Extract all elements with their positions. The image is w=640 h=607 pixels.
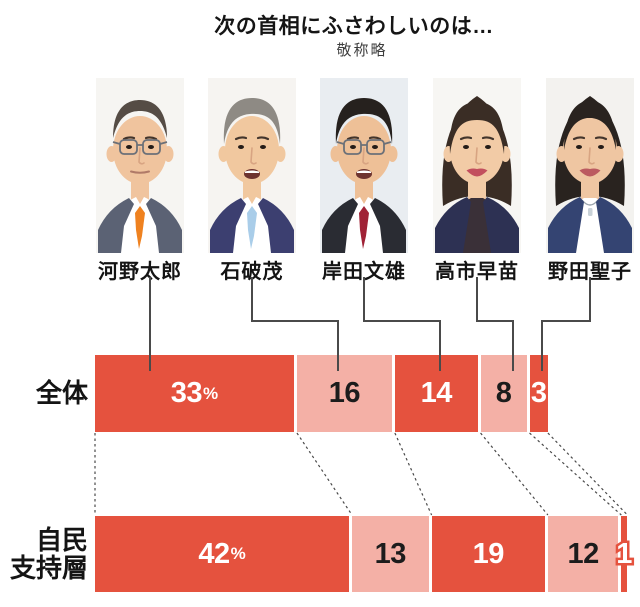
candidate-photo-3 (320, 78, 408, 253)
candidate-photo-5 (546, 78, 634, 253)
segment-value: 8 (495, 377, 512, 409)
flow-guide-dashed-2 (296, 432, 353, 516)
flow-guide-dashed-3 (394, 432, 433, 516)
flow-guide-dashed-5 (529, 432, 622, 516)
bar-segment-自民支持層-3: 19 (431, 516, 545, 592)
bar-segment-自民支持層-4: 12 (547, 516, 619, 592)
row-label-line: 支持層 (9, 553, 88, 583)
row-label-jimin: 自民 支持層 (0, 526, 88, 582)
segment-value: 14 (420, 377, 453, 409)
candidate-name-5: 野田聖子 (548, 261, 632, 283)
bar-segment-全体-2: 16 (296, 355, 392, 432)
candidate-photo-4 (433, 78, 521, 253)
candidate-photo-1 (96, 78, 184, 253)
row-label-line: 全体 (35, 378, 88, 408)
segment-value: 16 (328, 377, 361, 409)
flow-guide-dashed-6 (547, 432, 628, 516)
candidate-name-3: 岸田文雄 (322, 261, 406, 283)
segment-value: 3 (530, 377, 547, 409)
segment-value: 12 (567, 537, 599, 570)
percent-mark: % (203, 383, 219, 403)
bar-segment-全体-4: 8 (480, 355, 527, 432)
bar-segment-全体-1: 33% (95, 355, 294, 432)
segment-value: 33 (170, 377, 203, 409)
bar-segment-全体-5: 3 (529, 355, 548, 432)
candidate-name-4: 高市早苗 (435, 261, 519, 283)
segment-value: 13 (374, 537, 407, 570)
flow-guide-dashed-4 (480, 432, 549, 516)
page-subtitle: 敬称略 (336, 42, 388, 59)
percent-mark: % (230, 544, 246, 563)
bar-segment-全体-3: 14 (394, 355, 478, 432)
row-label-line: 自民 (35, 525, 88, 555)
candidate-photo-2 (208, 78, 296, 253)
segment-value: 19 (472, 537, 505, 570)
row-label-zentai: 全体 (0, 379, 88, 407)
bar-segment-自民支持層-2: 13 (352, 516, 429, 592)
segment-value: 1 (616, 537, 633, 570)
leader-line-5 (541, 277, 591, 371)
candidate-name-2: 石破茂 (220, 261, 284, 283)
bar-segment-自民支持層-1: 42% (95, 516, 350, 592)
segment-value: 42 (198, 537, 230, 570)
segment-value: 1 (614, 537, 635, 571)
candidate-name-1: 河野太郎 (98, 261, 182, 283)
bar-segment-自民支持層-5 (621, 516, 628, 592)
page-title: 次の首相にふさわしいのは… (214, 15, 494, 38)
